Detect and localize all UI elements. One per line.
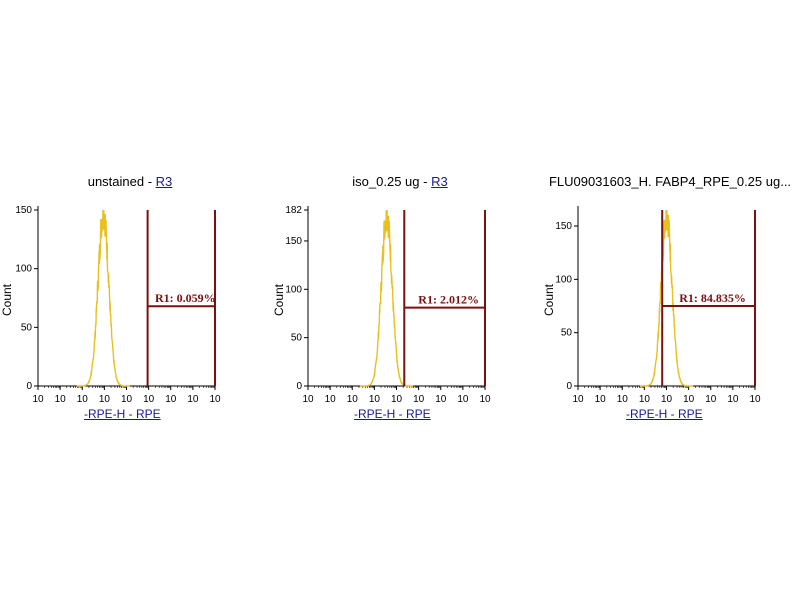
x-tick-label: 10 xyxy=(639,394,651,405)
y-tick-label: 50 xyxy=(21,322,33,333)
y-axis-label: Count xyxy=(0,283,14,316)
histogram-line xyxy=(639,209,693,387)
chart-title-text: unstained - xyxy=(87,174,156,189)
x-tick-label: 10 xyxy=(369,394,381,405)
y-tick-label: 150 xyxy=(285,236,302,247)
y-tick-label: 100 xyxy=(555,274,572,285)
chart-title: FLU09031603_H. FABP4_RPE_0.25 ug... xyxy=(540,174,800,189)
x-axis-label[interactable]: -RPE-H - RPE xyxy=(354,407,431,421)
x-tick-label: 10 xyxy=(32,394,44,405)
y-tick-label: 150 xyxy=(555,221,572,232)
chart-title-link[interactable]: R3 xyxy=(155,174,173,189)
x-tick-label: 10 xyxy=(572,394,584,405)
x-tick-label: 10 xyxy=(705,394,717,405)
x-tick-label: 10 xyxy=(99,394,111,405)
x-tick-label: 10 xyxy=(749,394,761,405)
y-tick-label: 50 xyxy=(561,328,573,339)
x-tick-label: 10 xyxy=(435,394,447,405)
x-tick-label: 10 xyxy=(457,394,469,405)
chart-title: iso_0.25 ug - R3 xyxy=(270,174,530,189)
x-tick-label: 10 xyxy=(325,394,337,405)
x-tick-label: 10 xyxy=(617,394,629,405)
x-tick-label: 10 xyxy=(121,394,133,405)
y-axis-label: Count xyxy=(542,283,556,316)
histogram-panel-isotype: iso_0.25 ug - R3 0 50 100 150 182 10 10 10 10 10 1… xyxy=(270,170,530,430)
x-tick-label: 10 xyxy=(683,394,695,405)
x-tick-label: 10 xyxy=(187,394,199,405)
x-tick-label: 10 xyxy=(661,394,673,405)
x-tick-label: 10 xyxy=(413,394,425,405)
chart-title-text: FLU09031603_H. FABP4_RPE_0.25 ug... xyxy=(548,174,792,189)
y-tick-label: 182 xyxy=(285,205,302,216)
x-tick-label: 10 xyxy=(347,394,359,405)
y-tick-label: 0 xyxy=(296,381,302,392)
chart-title-text: iso_0.25 ug - xyxy=(352,174,432,189)
y-tick-label: 100 xyxy=(285,284,302,295)
y-tick-label: 0 xyxy=(566,381,572,392)
histogram-plot: 0 50 100 150 182 10 10 10 10 10 10 10 10 10 R1: 2.012% xyxy=(285,205,491,405)
x-tick-label: 10 xyxy=(391,394,403,405)
chart-title: unstained - R3 xyxy=(0,174,260,189)
x-tick-label: 10 xyxy=(55,394,67,405)
y-tick-label: 0 xyxy=(26,381,32,392)
x-tick-label: 10 xyxy=(77,394,89,405)
x-tick-label: 10 xyxy=(479,394,491,405)
x-tick-label: 10 xyxy=(143,394,155,405)
histogram-panel-unstained: unstained - R3 0 50 100 150 10 10 10 10 10 10 10 10… xyxy=(0,170,260,430)
y-tick-label: 100 xyxy=(15,264,32,275)
gate-label: R1: 0.059% xyxy=(155,291,216,305)
histogram-line xyxy=(76,209,130,387)
x-tick-label: 10 xyxy=(209,394,221,405)
gate-label: R1: 84.835% xyxy=(679,291,746,305)
histogram-panel-fabp4: FLU09031603_H. FABP4_RPE_0.25 ug... 0 50 1… xyxy=(540,170,800,430)
gate-label: R1: 2.012% xyxy=(418,293,479,307)
histogram-plot: 0 50 100 150 10 10 10 10 10 10 10 10 10 R1: 0.059% xyxy=(15,205,221,405)
x-tick-label: 10 xyxy=(595,394,607,405)
x-tick-label: 10 xyxy=(165,394,177,405)
y-axis-label: Count xyxy=(272,283,286,316)
histogram-plot: 0 50 100 150 10 10 10 10 10 10 10 10 10 R1: 84.835% xyxy=(555,206,761,405)
x-tick-label: 10 xyxy=(302,394,314,405)
x-tick-label: 10 xyxy=(727,394,739,405)
x-axis-label[interactable]: -RPE-H - RPE xyxy=(626,407,703,421)
y-tick-label: 150 xyxy=(15,205,32,216)
y-tick-label: 50 xyxy=(291,333,303,344)
x-axis-label[interactable]: -RPE-H - RPE xyxy=(84,407,161,421)
chart-title-link[interactable]: R3 xyxy=(431,174,448,189)
